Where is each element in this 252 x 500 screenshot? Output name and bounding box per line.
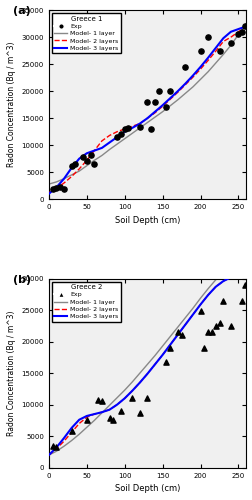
Point [115,133,119,141]
Point [242,22,246,30]
Point [217,46,221,54]
Point [152,98,156,106]
Point [164,358,168,366]
Point [118,130,122,138]
Point [137,124,141,132]
Legend: Exp, Model- 1 layer, Model- 2 layers, Model- 3 layers: Exp, Model- 1 layer, Model- 2 layers, Mo… [52,282,120,322]
Text: (b): (b) [13,275,31,285]
Point [145,98,149,106]
Y-axis label: Radon Concentration (Bq / m^3): Radon Concentration (Bq / m^3) [7,42,16,168]
Point [84,158,88,166]
Point [213,322,217,330]
Point [69,162,73,170]
Legend: Exp, Model- 1 layer, Model- 2 layers, Model- 3 layers: Exp, Model- 1 layer, Model- 2 layers, Mo… [52,14,120,54]
Point [209,328,213,336]
Point [137,409,141,417]
Point [198,308,202,316]
Text: (a): (a) [13,6,31,16]
Point [145,394,149,402]
Point [122,125,126,133]
Point [228,322,232,330]
Point [179,332,183,340]
Point [228,38,232,46]
Point [126,124,130,132]
Point [168,87,172,95]
Point [69,427,73,435]
X-axis label: Soil Depth (cm): Soil Depth (cm) [114,484,179,493]
Point [175,328,179,336]
Point [111,416,115,424]
Point [81,153,85,161]
Point [239,28,243,36]
Point [205,33,209,41]
Point [50,442,54,450]
Point [118,407,122,415]
Point [54,184,58,192]
Point [220,296,225,304]
Y-axis label: Radon Concentration (Bq / m^3): Radon Concentration (Bq / m^3) [7,310,16,436]
Point [149,125,153,133]
Point [88,151,92,159]
Point [242,281,246,289]
Point [156,87,160,95]
Point [92,160,96,168]
Point [183,63,187,71]
Point [100,398,104,406]
Point [73,160,77,168]
Point [164,104,168,112]
Point [107,414,111,422]
Point [202,344,206,352]
Point [168,344,172,352]
Point [217,318,221,326]
Point [84,416,88,424]
X-axis label: Soil Depth (cm): Soil Depth (cm) [114,216,179,224]
Point [50,186,54,194]
Point [96,396,100,404]
Point [62,185,66,193]
Point [239,296,243,304]
Point [58,184,62,192]
Point [54,444,58,452]
Point [198,46,202,54]
Point [236,30,240,38]
Point [205,328,209,336]
Point [130,394,134,402]
